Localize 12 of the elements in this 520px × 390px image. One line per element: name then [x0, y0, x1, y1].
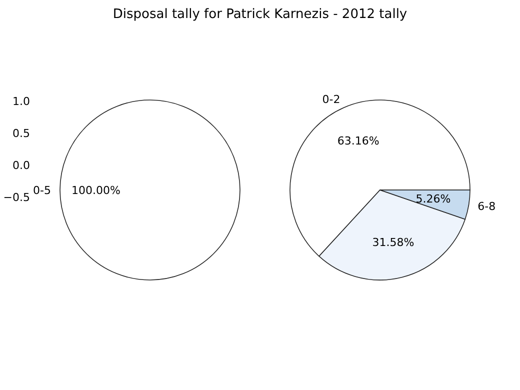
text: 0.0	[12, 159, 30, 172]
data-label: 63.16%	[337, 134, 380, 148]
chart-title: Disposal tally for Patrick Karnezis - 2012 tally	[112, 7, 408, 22]
slice-label: 0-2	[322, 93, 340, 106]
text: 0.5	[12, 127, 30, 140]
slice-label: 6-8	[478, 200, 496, 214]
text: −0.5	[3, 191, 30, 204]
data-label: 31.58%	[372, 236, 414, 250]
data-label: 100.00%	[72, 184, 120, 197]
data-label: 5.26%	[416, 192, 451, 206]
slice-label: 0-5	[33, 184, 51, 197]
text: 1.0	[12, 95, 30, 108]
